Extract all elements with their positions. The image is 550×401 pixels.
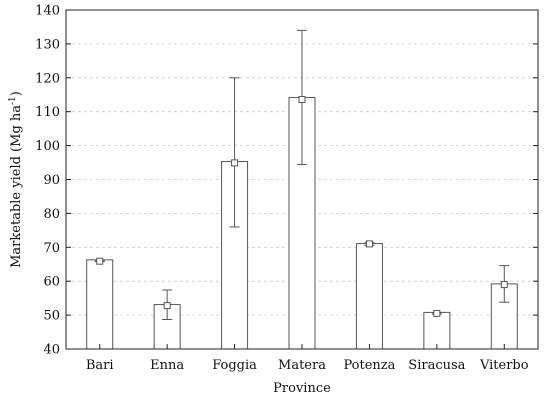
error-bar-foggia: [229, 77, 240, 228]
y-tick-label: 60: [43, 275, 60, 290]
bar-potenza: [355, 243, 383, 350]
bar-siracusa: [423, 311, 451, 350]
y-axis-label-close: ): [9, 91, 24, 96]
x-tick-label-matera: Matera: [278, 358, 326, 373]
mean-marker-matera: [298, 95, 306, 103]
y-axis-label-sup: -1: [8, 96, 18, 105]
mean-marker-enna: [163, 302, 171, 310]
y-tick-label: 80: [43, 207, 60, 222]
y-tick-label: 120: [35, 71, 60, 86]
mean-marker-siracusa: [433, 309, 441, 317]
y-tick-label: 110: [35, 105, 60, 120]
x-axis-ticks: Bari Enna Foggia Matera Potenza Siracusa Viter…: [86, 344, 529, 373]
y-axis-label-main: Marketable yield (Mg ha: [9, 105, 24, 268]
x-tick-label-enna: Enna: [150, 358, 184, 373]
x-tick-label-foggia: Foggia: [212, 358, 257, 373]
y-tick-label: 50: [43, 309, 60, 324]
y-tick-label: 130: [35, 37, 60, 52]
x-tick-label-potenza: Potenza: [343, 358, 395, 373]
y-axis-ticks: 40 50 60 70 80 90 100 110 120 130 140: [35, 4, 538, 358]
y-tick-label: 140: [35, 4, 60, 19]
y-tick-label: 70: [43, 241, 60, 256]
x-tick-label-siracusa: Siracusa: [408, 358, 465, 373]
mean-marker-bari: [96, 257, 104, 265]
x-tick-label-viterbo: Viterbo: [479, 358, 529, 373]
mean-marker-foggia: [231, 159, 239, 167]
mean-marker-potenza: [365, 240, 373, 248]
mean-markers: [96, 95, 508, 317]
mean-marker-viterbo: [500, 281, 508, 289]
x-axis-label: Province: [273, 381, 331, 396]
y-tick-label: 90: [43, 173, 60, 188]
y-axis-label: Marketable yield (Mg ha-1): [8, 91, 24, 268]
x-tick-label-bari: Bari: [86, 358, 114, 373]
y-tick-label: 100: [35, 139, 60, 154]
y-tick-label: 40: [43, 343, 60, 358]
bar-bari: [86, 259, 114, 350]
